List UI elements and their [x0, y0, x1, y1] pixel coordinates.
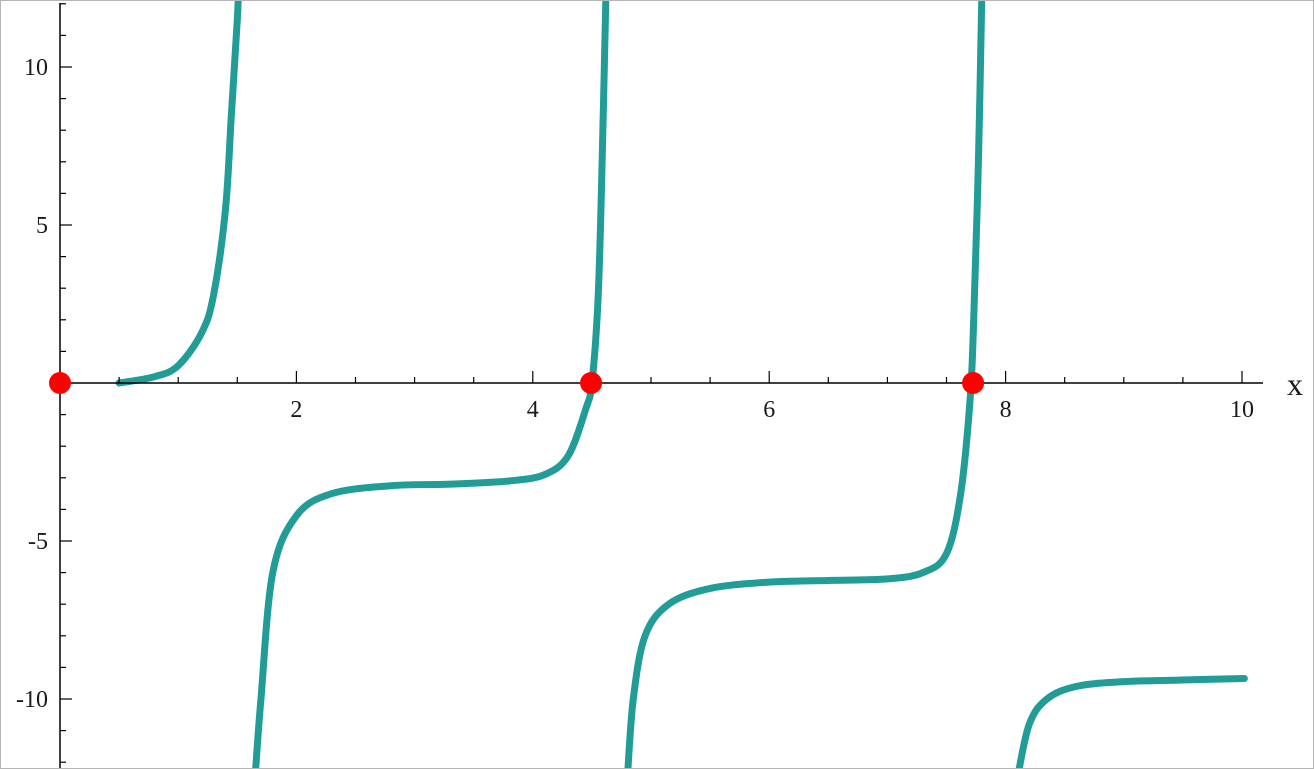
x-tick-label: 2	[290, 397, 302, 423]
y-tick-label: 10	[24, 55, 48, 81]
root-point	[49, 372, 71, 394]
x-tick-label: 4	[527, 397, 539, 423]
axes-group	[59, 3, 1263, 768]
x-tick-label: 10	[1230, 397, 1254, 423]
root-point	[962, 372, 985, 394]
y-tick-label: 5	[36, 213, 48, 239]
tick-label-group: 2 4 6 8 10 -10 -5 5 10	[16, 55, 1254, 713]
tick-group	[60, 3, 1243, 763]
x-axis-label: x	[1287, 366, 1303, 402]
y-tick-label: -5	[28, 529, 48, 555]
curve-branch-4	[1015, 674, 1248, 768]
x-tick-label: 8	[1000, 397, 1012, 423]
point-group	[49, 372, 985, 394]
curve-group	[115, 1, 1248, 768]
x-tick-label: 6	[763, 397, 775, 423]
y-tick-label: -10	[16, 687, 48, 713]
curve-branch-2	[252, 1, 610, 768]
root-point	[580, 372, 603, 394]
curve-branch-3	[624, 1, 986, 768]
curve-branch-1	[115, 1, 242, 387]
